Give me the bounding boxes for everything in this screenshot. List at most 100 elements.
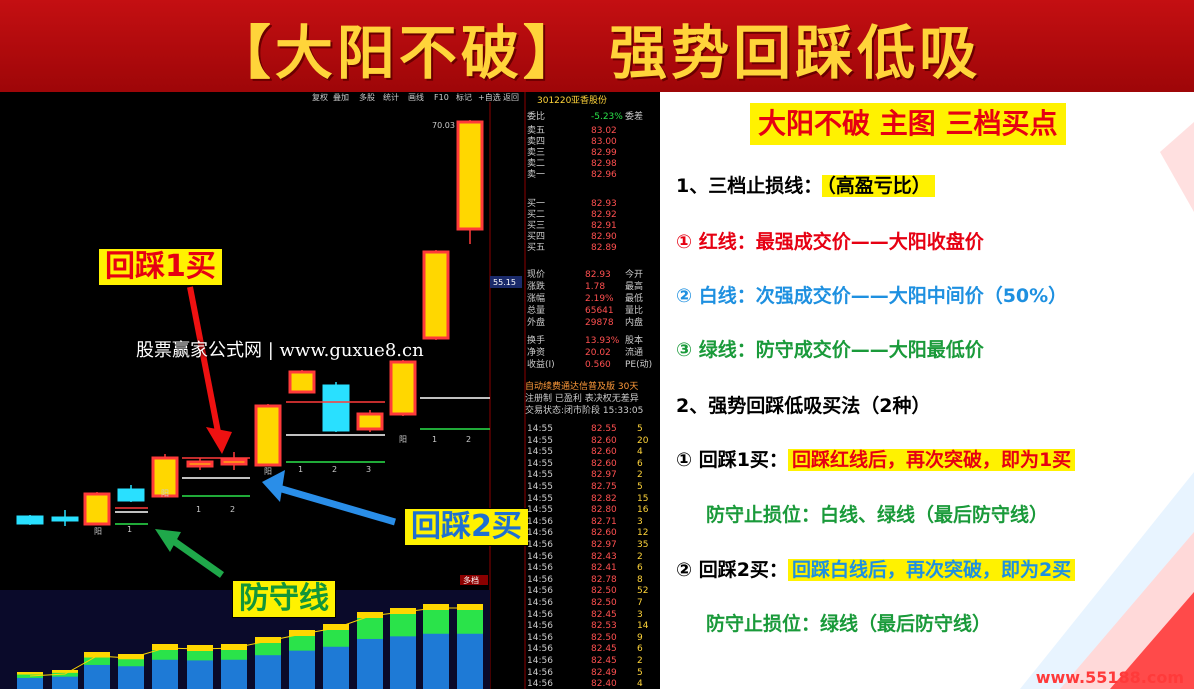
tick-time: 14:56 [527,516,553,527]
candle-body [456,120,484,231]
tick-price: 82.45 [591,644,617,655]
volume-bar-cap [423,604,449,610]
volume-tag-box [460,575,488,585]
orderbook-label: 卖五 [527,126,546,136]
tick-time: 14:56 [527,679,553,689]
blue-arrow [274,483,396,526]
method2-stop: 防守止损位：绿线（最后防守线） [706,613,992,635]
toolbar-item[interactable]: 多股 [359,92,375,102]
volume-bar-cap [457,604,483,610]
method2-text: 回踩白线后，再次突破，即为2买 [787,559,1076,581]
stat-label: 收益(I) [527,360,555,370]
tick-price: 82.60 [591,528,617,539]
axis-price-tag [490,276,522,288]
red-arrow [187,286,221,433]
tick-time: 14:56 [527,574,553,585]
title-banner: 【大阳不破】 强势回踩低吸 [0,0,1194,92]
volume-bar-cap [52,670,78,673]
section1-heading: 1、三档止损线： （高盈亏比） [676,172,935,200]
toolbar-item[interactable]: F10 [434,93,449,102]
callout-buy2: 回踩2买 [404,508,529,546]
volume-bars [17,604,483,689]
orderbook-price: 82.98 [591,159,617,169]
candle-body [16,515,44,525]
candle-body [83,492,111,526]
toolbar-item[interactable]: 叠加 [333,92,349,102]
tick-price: 82.60 [591,447,617,458]
tick-time: 14:56 [527,667,553,678]
stat-extra: 量比 [625,306,644,316]
chart-toolbar[interactable]: 复权 叠加 多股 统计 画线 F10 标记 +自选 返回 [312,92,519,102]
tick-volume: 3 [637,609,643,620]
stat-value: 2.19% [585,294,614,304]
stat-extra: 今开 [625,270,644,280]
tick-price: 82.40 [591,679,617,689]
stock-name: 亚香股份 [571,96,608,106]
blue-arrow-head [262,470,285,502]
tick-time: 14:55 [527,435,553,446]
section1-heading-text: 1、三档止损线： [676,175,823,197]
green-arrow-head [155,529,181,552]
site-watermark: www.55188.com [1035,668,1184,687]
tick-volume: 14 [637,621,649,632]
volume-bar-cap [289,630,315,636]
tick-volume: 3 [637,516,643,527]
candle-label: 阳 [264,467,272,476]
toolbar-item[interactable]: 画线 [408,92,424,102]
toolbar-item[interactable]: +自选 [478,92,501,102]
quote-panel[interactable]: 301220 亚香股份 委比 -5.23% 委差 卖五 83.02 卖四 83.00 卖… [525,94,660,689]
ratio-value: -5.23% [591,112,623,122]
candle-body [254,404,282,467]
tick-time: 14:56 [527,644,553,655]
candle-label: 阳 [399,435,407,444]
line-green: ③ 绿线：防守成交价——大阳最低价 [676,339,984,361]
tick-volume: 15 [637,493,649,504]
tick-volume: 12 [637,528,649,539]
toolbar-item[interactable]: 返回 [503,93,519,102]
orderbook-label: 卖三 [527,148,546,158]
orderbook-price: 82.93 [591,199,617,209]
method1-text: 回踩红线后，再次突破，即为1买 [787,449,1076,471]
stat-value: 13.93% [585,336,620,346]
tick-time: 14:56 [527,540,553,550]
green-arrow [165,534,225,578]
kline-chart[interactable]: 复权 叠加 多股 统计 画线 F10 标记 +自选 返回 阳 1阳1 2阳 1 2 3阳 1 2 70.035… [0,92,660,689]
tick-time: 14:55 [527,447,553,458]
stat-extra: 最高 [625,282,644,292]
stat-extra: PE(动) [625,360,653,370]
volume-bar-top [17,672,43,678]
tick-price: 82.53 [591,621,617,632]
method2: ② 回踩2买： 回踩白线后，再次突破，即为2买 [676,556,1076,584]
orderbook-label: 卖一 [527,170,546,180]
candle-body [322,384,350,432]
tick-time: 14:56 [527,609,553,620]
toolbar-item[interactable]: 统计 [383,92,399,102]
orderbook-price: 83.02 [591,126,617,136]
tick-volume: 6 [637,563,643,574]
candle-body [186,460,214,468]
candle-body [356,412,384,431]
tick-price: 82.50 [591,632,617,643]
method1: ① 回踩1买： 回踩红线后，再次突破，即为1买 [676,446,1076,474]
tick-price: 82.78 [591,574,617,585]
toolbar-item[interactable]: 复权 [312,92,328,102]
callout-defense: 防守线 [232,580,336,618]
tick-volume: 20 [637,435,649,446]
tick-price: 82.41 [591,563,617,574]
tick-price: 82.43 [591,551,617,562]
notice-line3: 交易状态:闭市阶段 15:33:05 [525,406,644,416]
support-lines [115,397,490,525]
stat-value: 0.560 [585,360,611,370]
stat-value: 82.93 [585,270,611,280]
toolbar-item[interactable]: 标记 [456,92,472,102]
candle-body [51,516,79,522]
volume-bar-cap [323,624,349,630]
stat-label: 涨跌 [527,282,546,292]
volume-bar-top [52,670,78,677]
candle-label: 2 [332,465,337,474]
stat-label: 现价 [527,270,546,280]
orderbook-label: 买一 [527,199,546,209]
orderbook-label: 卖二 [527,159,546,169]
method2-prefix: ② 回踩2买： [676,559,788,581]
stat-value: 29878 [585,318,614,328]
